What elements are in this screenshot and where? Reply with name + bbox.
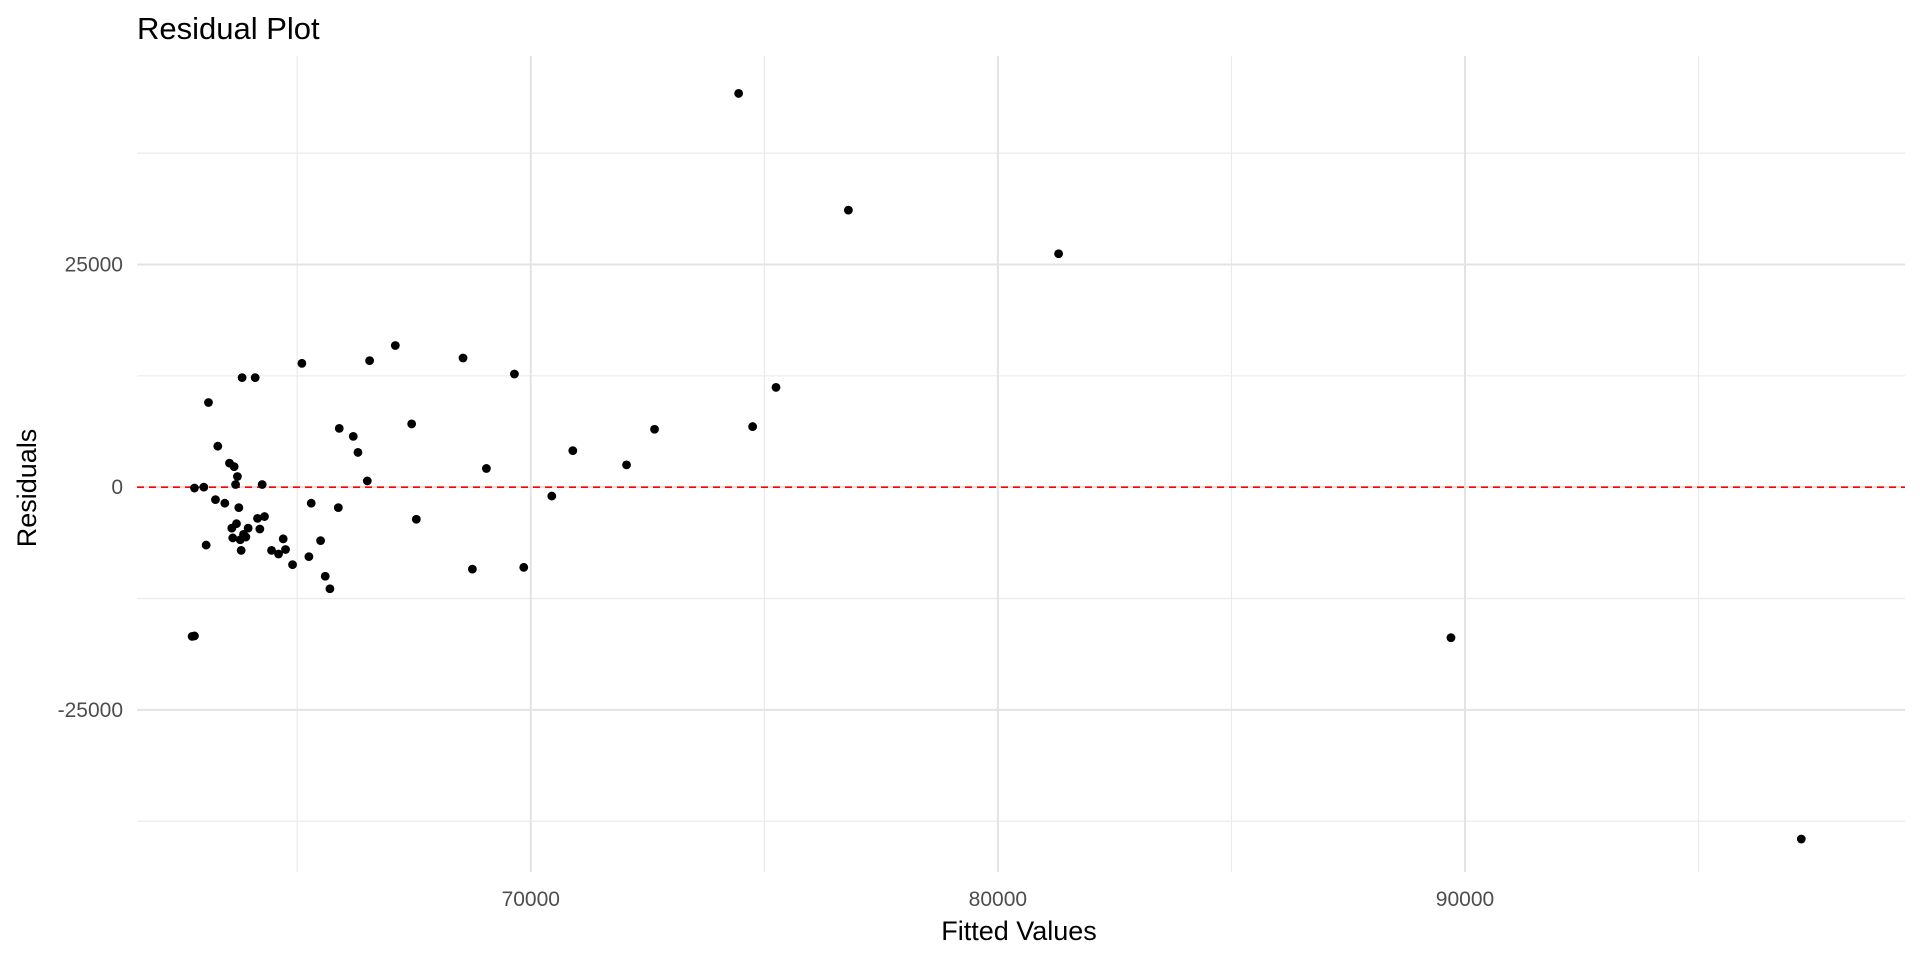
data-point (233, 472, 242, 481)
data-point (519, 562, 529, 572)
data-point (267, 546, 276, 555)
x-axis-tick-labels: 70000 80000 90000 (502, 888, 1495, 911)
data-point (467, 564, 477, 574)
data-point (734, 89, 744, 98)
data-point (411, 514, 421, 524)
data-point (260, 512, 269, 521)
data-point (320, 571, 330, 581)
data-point (199, 482, 209, 492)
data-point (650, 424, 659, 434)
x-tick-label: 90000 (1436, 888, 1494, 911)
data-point (547, 491, 557, 501)
data-point (288, 560, 297, 570)
data-point (353, 448, 363, 457)
chart-title: Residual Plot (137, 11, 320, 46)
y-axis-tick-labels: -25000 0 25000 (58, 253, 123, 721)
data-point (1446, 633, 1456, 643)
data-point (481, 464, 491, 473)
data-point (333, 503, 343, 513)
data-point (348, 431, 358, 441)
data-point (771, 382, 781, 392)
y-tick-label: -25000 (58, 699, 123, 722)
data-point (204, 398, 213, 407)
x-tick-label: 70000 (502, 888, 560, 911)
minor-gridlines (137, 56, 1905, 872)
data-point (390, 341, 400, 350)
data-point (510, 369, 519, 379)
data-point (236, 546, 246, 555)
data-point (297, 358, 307, 368)
y-tick-label: 25000 (65, 253, 123, 276)
data-point (257, 480, 267, 489)
data-point (274, 549, 283, 559)
data-point (334, 423, 344, 433)
y-axis-title: Residuals (12, 429, 42, 548)
data-point (281, 545, 290, 554)
data-point (241, 532, 251, 542)
data-point (407, 419, 417, 429)
data-point (568, 446, 578, 456)
data-point (250, 373, 260, 382)
data-point (220, 498, 230, 508)
data-point (304, 552, 314, 562)
x-tick-label: 80000 (969, 888, 1027, 911)
data-point (213, 441, 223, 451)
data-points (187, 89, 1806, 844)
data-point (253, 513, 262, 523)
x-axis-title: Fitted Values (941, 916, 1097, 946)
data-point (1054, 249, 1064, 259)
data-point (234, 503, 244, 513)
data-point (237, 373, 247, 382)
major-gridlines (137, 56, 1905, 872)
data-point (1796, 834, 1806, 844)
data-point (316, 536, 325, 546)
data-point (211, 495, 220, 505)
data-point (306, 498, 316, 508)
data-point (748, 422, 758, 431)
data-point (229, 462, 239, 472)
data-point (255, 524, 265, 534)
data-point (278, 534, 288, 544)
data-point (228, 533, 238, 543)
data-point (622, 460, 631, 470)
data-point (190, 631, 199, 641)
data-point (325, 584, 335, 594)
data-point (232, 519, 241, 529)
y-tick-label: 0 (111, 476, 123, 499)
data-point (365, 356, 375, 366)
data-point (190, 483, 199, 493)
data-point (844, 205, 853, 215)
data-point (201, 540, 211, 550)
data-point (243, 523, 253, 533)
data-point (231, 480, 240, 489)
data-point (458, 353, 468, 363)
data-point (362, 476, 372, 486)
